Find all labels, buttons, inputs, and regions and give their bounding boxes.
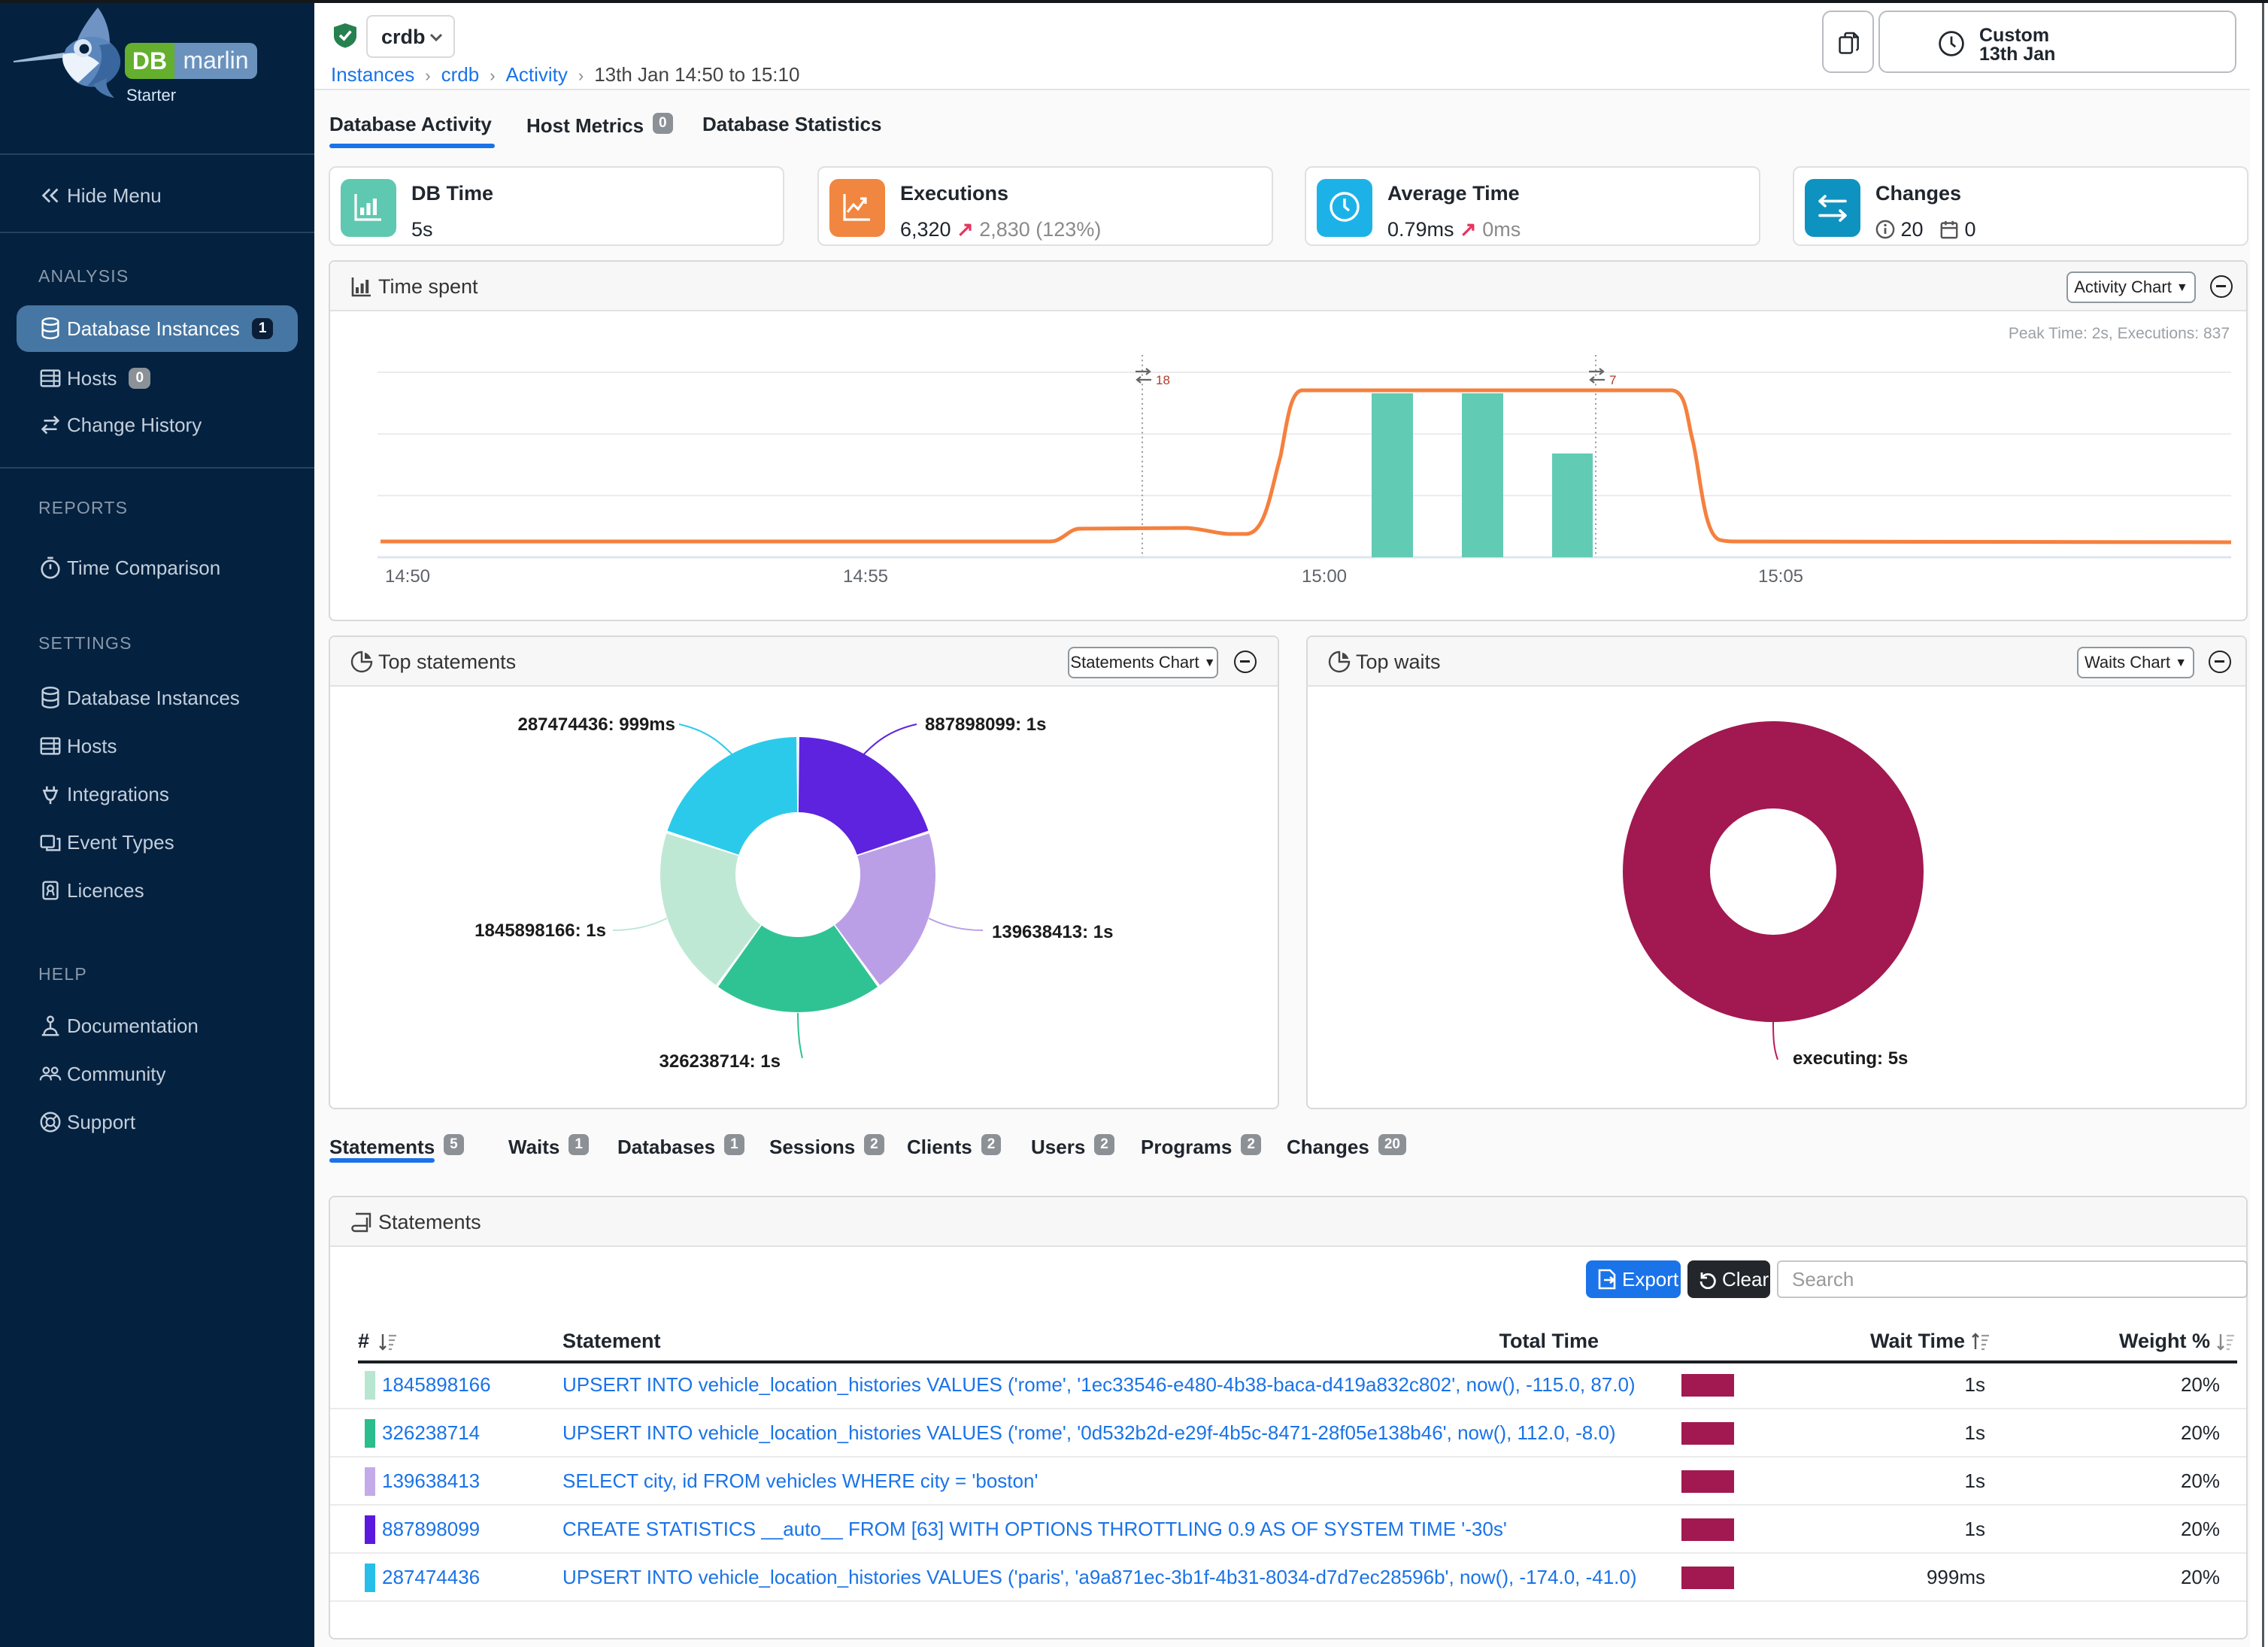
svg-text:executing: 5s: executing: 5s [1793,1048,1908,1069]
svg-text:15:00: 15:00 [1302,566,1347,587]
svg-text:887898099: 1s: 887898099: 1s [925,714,1046,735]
svg-text:139638413: 1s: 139638413: 1s [992,922,1113,942]
svg-text:15:05: 15:05 [1758,566,1803,587]
svg-text:287474436: 999ms: 287474436: 999ms [517,714,675,735]
svg-text:18: 18 [1156,373,1170,387]
svg-text:14:55: 14:55 [843,566,888,587]
svg-text:7: 7 [1609,373,1616,387]
svg-text:1845898166: 1s: 1845898166: 1s [475,921,606,941]
svg-text:326238714: 1s: 326238714: 1s [659,1051,781,1072]
svg-text:14:50: 14:50 [385,566,430,587]
